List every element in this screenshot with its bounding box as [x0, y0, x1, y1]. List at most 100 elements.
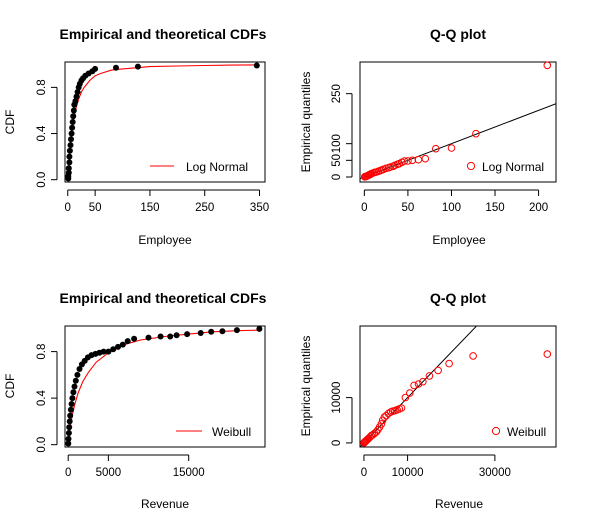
y-tick-label: 100 — [331, 134, 343, 153]
qq-point — [408, 156, 417, 165]
x-axis-label: Employee — [138, 233, 192, 247]
qq-point — [434, 366, 442, 375]
empirical-point — [115, 343, 121, 350]
qq-point — [472, 129, 480, 138]
panel-title: Q-Q plot — [430, 26, 486, 42]
empirical-point — [67, 412, 74, 419]
empirical-point — [68, 130, 75, 137]
x-tick-label: 350 — [250, 202, 269, 214]
x-tick-label: 150 — [140, 202, 159, 214]
empirical-point — [66, 147, 73, 154]
x-ticks: 0 5000 15000 — [65, 454, 205, 479]
empirical-point — [167, 333, 174, 340]
legend-point-swatch — [466, 161, 476, 171]
empirical-point — [173, 332, 180, 339]
qq-point — [389, 162, 397, 171]
empirical-point — [68, 136, 74, 143]
qq-point — [414, 155, 423, 164]
empirical-point — [253, 62, 260, 69]
qq-point — [469, 352, 477, 360]
qq-point — [384, 409, 393, 418]
y-tick-label: 0 — [331, 440, 343, 446]
y-tick-label: 250 — [331, 84, 343, 103]
qq-point — [397, 404, 406, 412]
empirical-point — [68, 401, 75, 407]
legend: Log Normal — [150, 160, 248, 174]
empirical-point — [256, 325, 263, 332]
empirical-point — [65, 165, 72, 172]
x-tick-label: 0 — [65, 467, 71, 479]
x-ticks: 0 50 150 250 350 — [65, 189, 269, 214]
empirical-point — [65, 435, 72, 442]
panel-title: Q-Q plot — [430, 290, 486, 306]
legend-label: Log Normal — [186, 160, 248, 174]
empirical-point — [69, 119, 76, 125]
empirical-point — [113, 64, 119, 71]
empirical-point — [66, 159, 73, 166]
qq-point — [425, 372, 434, 380]
empirical-point — [66, 424, 73, 431]
y-axis-label: CDF — [3, 374, 17, 399]
y-tick-label: 0.0 — [36, 437, 48, 453]
x-axis-label: Revenue — [141, 497, 189, 511]
panel-title: Empirical and theoretical CDFs — [60, 290, 267, 306]
x-tick-label: 0 — [65, 202, 71, 214]
plot-box — [359, 325, 557, 448]
empirical-point — [72, 98, 79, 105]
empirical-point — [71, 383, 78, 390]
y-axis-label: CDF — [3, 110, 17, 135]
x-tick-label: 250 — [195, 202, 214, 214]
empirical-point — [74, 371, 81, 378]
x-tick-label: 150 — [485, 202, 504, 214]
empirical-point — [184, 331, 191, 338]
x-tick-label: 30000 — [479, 467, 511, 479]
x-ticks: 0 50 100 150 200 — [361, 189, 548, 214]
empirical-point — [66, 153, 73, 160]
empirical-point — [66, 418, 73, 425]
reference-line-layer — [360, 103, 556, 180]
x-tick-label: 100 — [442, 202, 461, 214]
empirical-point — [69, 395, 76, 402]
legend: Weibull — [176, 425, 251, 439]
plot-box — [64, 325, 266, 448]
legend-label: Log Normal — [482, 160, 544, 174]
x-tick-label: 0 — [361, 467, 367, 479]
panel-title: Empirical and theoretical CDFs — [60, 26, 267, 42]
x-axis-label: Employee — [432, 233, 486, 247]
empirical-point — [92, 65, 99, 72]
empirical-point — [70, 107, 77, 114]
y-axis-label: Empirical quantiles — [299, 72, 313, 173]
qq-point — [400, 157, 409, 165]
x-tick-label: 5000 — [96, 467, 122, 479]
legend-point-swatch — [491, 426, 501, 436]
empirical-point — [73, 93, 80, 100]
empirical-point — [76, 366, 83, 372]
empirical-point — [65, 430, 72, 436]
y-ticks: 0 10000 — [331, 382, 353, 446]
empirical-point — [157, 333, 164, 340]
empirical-point — [197, 330, 204, 336]
empirical-point — [119, 341, 126, 348]
qq-point — [543, 61, 552, 70]
x-ticks: 0 10000 30000 — [361, 454, 511, 479]
y-tick-label: 0 — [331, 174, 343, 180]
qq-point — [404, 157, 412, 165]
plot-box — [359, 61, 557, 183]
empirical-point — [100, 348, 107, 355]
x-tick-label: 50 — [89, 202, 102, 214]
qq-point — [406, 389, 414, 397]
empirical-point — [72, 377, 79, 384]
y-tick-label: 0.8 — [36, 344, 48, 360]
y-tick-label: 50 — [331, 154, 343, 167]
empirical-point — [69, 124, 76, 131]
qq-point — [543, 350, 552, 358]
qq-point — [421, 154, 430, 163]
empirical-point — [131, 335, 138, 342]
empirical-point — [105, 348, 112, 355]
empirical-point — [65, 440, 72, 447]
y-tick-label: 0.4 — [36, 390, 48, 407]
x-tick-label: 200 — [529, 202, 548, 214]
